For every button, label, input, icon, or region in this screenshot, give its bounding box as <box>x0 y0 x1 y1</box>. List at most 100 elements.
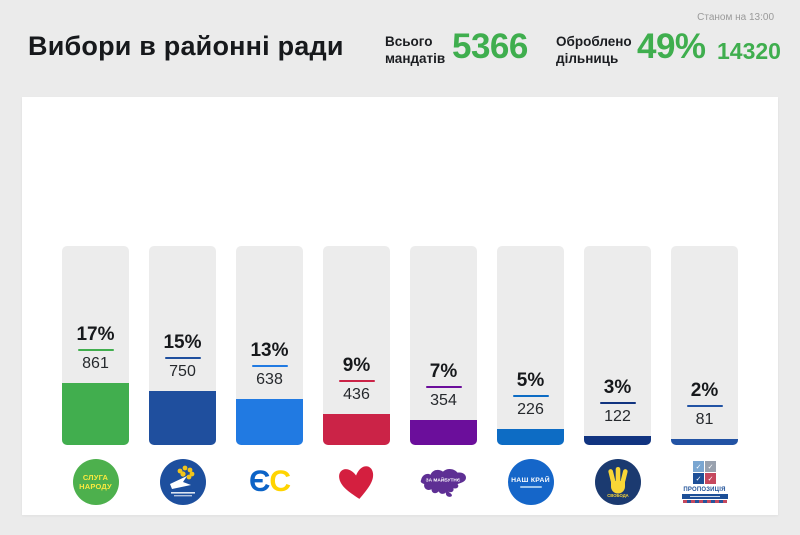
es-letter-yellow: С <box>269 465 291 498</box>
ukraine-map-icon: ЗА МАЙБУТНЄ <box>420 468 466 497</box>
bar-fill <box>671 439 738 445</box>
sunflower-icon <box>177 465 194 480</box>
bar-percent-label: 13% <box>250 340 289 361</box>
svoboda-logo: СВОБОДА <box>584 454 651 510</box>
bar-label-group: 13% 638 <box>230 340 309 389</box>
bar-column: 17% 861 СЛУГА НАРОДУ <box>62 246 129 510</box>
bar-track: 13% 638 <box>236 246 303 445</box>
bar-percent-label: 3% <box>603 377 632 398</box>
bar-label-group: 9% 436 <box>317 355 396 404</box>
bar-label-rule <box>599 402 636 404</box>
svoboda-text: СВОБОДА <box>607 493 628 498</box>
dove-icon <box>169 476 191 489</box>
propozytsia-emblem: ✓ ✓ ✓ ✓ ПРОПОЗИЦІЯ <box>681 461 728 503</box>
processed-precincts-count: 14320 <box>717 38 781 64</box>
propozytsia-logo: ✓ ✓ ✓ ✓ ПРОПОЗИЦІЯ <box>671 454 738 510</box>
heart-icon <box>338 466 373 499</box>
total-mandates-label-line1: Всього <box>385 34 433 49</box>
bar-fill <box>323 414 390 445</box>
bar-track: 3% 122 <box>584 246 651 445</box>
bar-seats-label: 638 <box>256 371 283 388</box>
bar-label-rule <box>512 395 549 397</box>
total-mandates-value: 5366 <box>452 27 528 66</box>
nash-krai-logo: НАШ КРАЙ <box>497 454 564 510</box>
processed-precincts-label-line2: дільниць <box>556 51 619 66</box>
total-mandates-label-line2: мандатів <box>385 51 446 66</box>
bar-track: 7% 354 <box>410 246 477 445</box>
bar-percent-label: 9% <box>342 355 371 376</box>
za-maibutne-text: ЗА МАЙБУТНЄ <box>425 475 460 483</box>
bar-track: 9% 436 <box>323 246 390 445</box>
european-solidarity-logo: ЄС <box>236 454 303 510</box>
es-letter-blue: Є <box>248 465 270 498</box>
bar-percent-label: 7% <box>429 361 458 382</box>
bar-percent-label: 15% <box>163 332 202 353</box>
bar-label-rule <box>251 365 288 367</box>
processed-precincts-percent: 49% <box>637 27 706 66</box>
bar-fill <box>410 420 477 445</box>
bar-label-rule <box>686 405 723 407</box>
bar-label-rule <box>425 386 462 388</box>
bar-chart: 17% 861 СЛУГА НАРОДУ 15% 750 <box>62 246 738 510</box>
bar-percent-label: 17% <box>76 324 115 345</box>
check-icon: ✓ <box>693 473 704 485</box>
propozytsia-text: ПРОПОЗИЦІЯ <box>683 486 726 493</box>
check-icon: ✓ <box>705 461 716 473</box>
bar-fill <box>62 383 129 445</box>
opposition-platform-logo <box>149 454 216 510</box>
bar-seats-label: 81 <box>695 411 714 428</box>
bar-label-rule <box>164 357 201 359</box>
bar-column: 3% 122 СВОБОДА <box>584 246 651 510</box>
bar-track: 17% 861 <box>62 246 129 445</box>
processed-precincts-label: Оброблено дільниць <box>556 33 632 67</box>
bar-fill <box>149 391 216 445</box>
bar-label-group: 17% 861 <box>56 324 135 373</box>
three-finger-salute-icon <box>607 467 628 494</box>
sluha-narodu-logo: СЛУГА НАРОДУ <box>62 454 129 510</box>
bar-fill <box>497 429 564 445</box>
bar-column: 5% 226 НАШ КРАЙ <box>497 246 564 510</box>
processed-precincts-label-line1: Оброблено <box>556 34 632 49</box>
propozytsia-check-grid: ✓ ✓ ✓ ✓ <box>693 461 716 485</box>
bar-fill <box>236 399 303 445</box>
es-letters: ЄС <box>248 465 291 498</box>
bar-seats-label: 750 <box>169 363 196 380</box>
bar-label-group: 2% 81 <box>665 380 744 429</box>
bar-track: 2% 81 <box>671 246 738 445</box>
timestamp: Станом на 13:00 <box>697 12 774 23</box>
bar-label-group: 5% 226 <box>491 370 570 419</box>
sluha-narodu-text-line1: СЛУГА <box>82 472 109 482</box>
bar-fill <box>584 436 651 445</box>
svoboda-emblem: СВОБОДА <box>594 459 641 505</box>
sluha-narodu-text-line2: НАРОДУ <box>79 482 112 491</box>
batkivshchyna-heart-logo <box>323 454 390 510</box>
za-maibutne-logo: ЗА МАЙБУТНЄ <box>410 454 477 510</box>
propozytsia-subline <box>682 500 727 503</box>
bar-seats-label: 861 <box>82 355 109 372</box>
bar-seats-label: 122 <box>604 408 631 425</box>
bar-label-rule <box>77 349 114 351</box>
bar-seats-label: 354 <box>430 392 457 409</box>
total-mandates-label: Всього мандатів <box>385 33 445 67</box>
bar-seats-label: 226 <box>517 401 544 418</box>
bar-label-rule <box>338 380 375 382</box>
bar-percent-label: 5% <box>516 370 545 391</box>
bar-label-group: 7% 354 <box>404 361 483 410</box>
bar-percent-label: 2% <box>690 380 719 401</box>
bar-label-group: 3% 122 <box>578 377 657 426</box>
check-icon: ✓ <box>705 473 716 485</box>
bar-column: 2% 81 ✓ ✓ ✓ ✓ ПРОПОЗИЦІЯ <box>671 246 738 510</box>
chart-card: 17% 861 СЛУГА НАРОДУ 15% 750 <box>22 97 778 515</box>
check-icon: ✓ <box>693 461 704 473</box>
nash-krai-subline <box>519 486 542 488</box>
bar-column: 13% 638 ЄС <box>236 246 303 510</box>
bar-track: 5% 226 <box>497 246 564 445</box>
nash-krai-circle: НАШ КРАЙ <box>507 459 554 505</box>
bar-column: 15% 750 <box>149 246 216 510</box>
nash-krai-text: НАШ КРАЙ <box>511 476 550 484</box>
bar-label-group: 15% 750 <box>143 332 222 381</box>
bar-column: 9% 436 <box>323 246 390 510</box>
page-title: Вибори в районні ради <box>28 31 344 61</box>
bar-track: 15% 750 <box>149 246 216 445</box>
bar-column: 7% 354 ЗА МАЙБУТНЄ <box>410 246 477 510</box>
